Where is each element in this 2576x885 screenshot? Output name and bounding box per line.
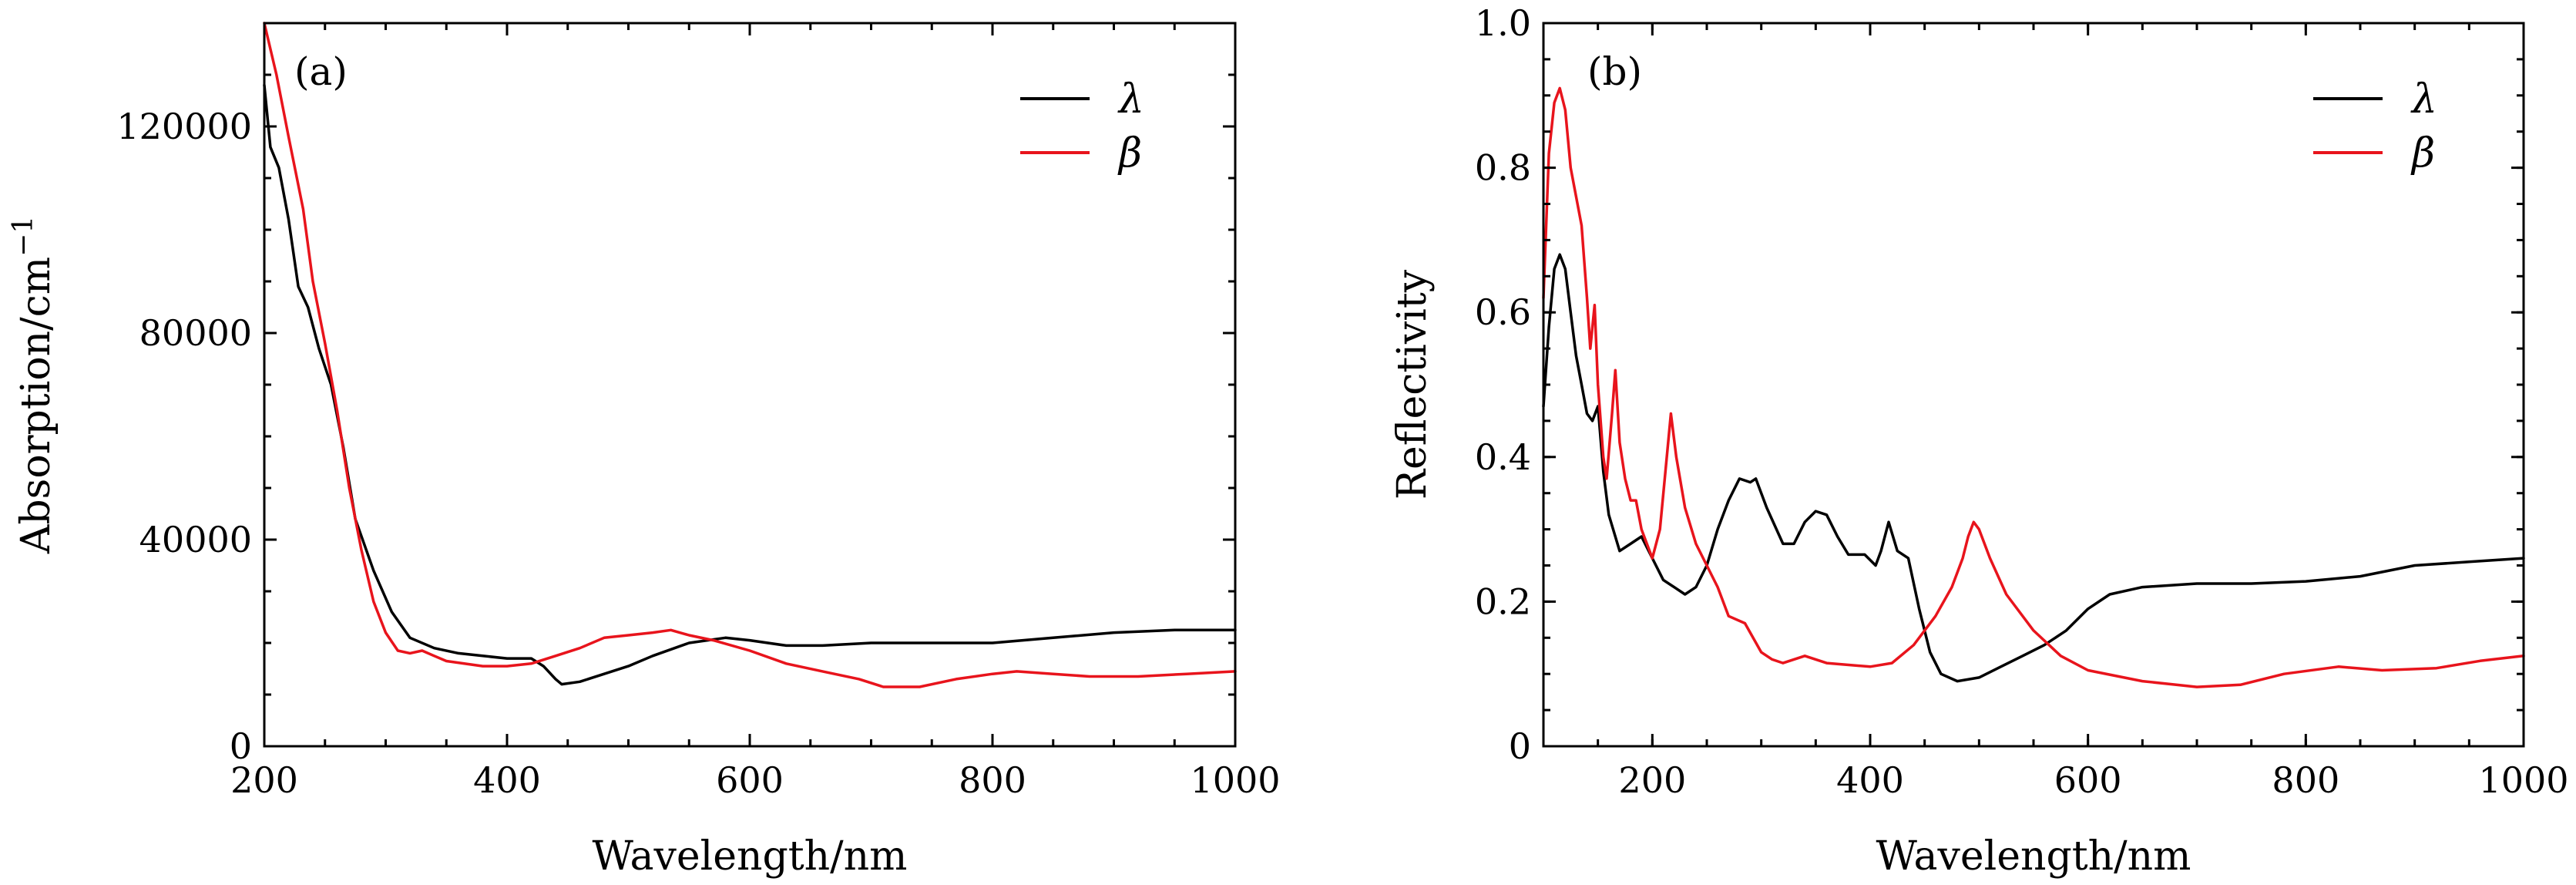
panel-a: 200 400 600 800 1000 0 40000 80000 120000 (a) λ … (8, 22, 1281, 880)
x-tick-label: 200 (230, 759, 298, 801)
x-tick-label: 1000 (1190, 759, 1280, 801)
series-line-beta (263, 22, 1237, 688)
ticks-layer: 200 400 600 800 1000 0 0.2 0.4 0.6 0.8 1.0 (1475, 2, 2569, 801)
series-line-lambda (1542, 253, 2525, 683)
series-line-lambda (263, 83, 1237, 686)
y-tick-label: 0.8 (1475, 147, 1531, 189)
x-tick-label: 600 (716, 759, 784, 801)
x-axis-title: Wavelength/nm (593, 833, 908, 880)
x-tick-label: 800 (2272, 759, 2339, 801)
series-layer (263, 22, 1237, 688)
y-tick-label: 0.6 (1475, 291, 1531, 333)
legend-label-lambda: λ (2410, 76, 2437, 123)
y-tick-label: 80000 (139, 312, 252, 354)
series-line-beta (1542, 86, 2525, 688)
x-tick-label: 200 (1618, 759, 1686, 801)
x-tick-label: 400 (473, 759, 541, 801)
plot-frame (1542, 22, 2525, 748)
legend-label-lambda: λ (1117, 76, 1144, 123)
x-tick-label: 800 (959, 759, 1026, 801)
y-tick-label: 40000 (139, 519, 252, 560)
x-axis-title: Wavelength/nm (1876, 833, 2191, 880)
panel-label: (a) (294, 49, 348, 94)
x-tick-label: 600 (2054, 759, 2122, 801)
x-tick-label: 400 (1836, 759, 1904, 801)
y-axis-title: Absorption/cm−1 (8, 216, 59, 554)
legend-label-beta: β (1117, 130, 1142, 177)
legend-label-beta: β (2410, 130, 2435, 177)
series-layer (1542, 86, 2525, 688)
x-tick-label: 1000 (2478, 759, 2568, 801)
panel-label: (b) (1587, 49, 1642, 94)
y-tick-label: 1.0 (1475, 2, 1531, 44)
y-tick-label: 0.2 (1475, 580, 1531, 622)
legend: λ β (2313, 76, 2437, 177)
y-axis-title-base: Absorption/cm (13, 257, 59, 554)
panel-b: 200 400 600 800 1000 0 0.2 0.4 0.6 0.8 1.0 (b) λ β… (1389, 2, 2569, 880)
y-axis-title: Reflectivity (1389, 269, 1436, 500)
legend: λ β (1020, 76, 1144, 177)
y-tick-label: 0.4 (1475, 436, 1531, 478)
y-tick-label: 0 (1509, 725, 1531, 767)
y-tick-label: 0 (230, 725, 252, 767)
ticks-layer: 200 400 600 800 1000 0 40000 80000 120000 (116, 22, 1281, 801)
y-axis-title-superscript: −1 (8, 216, 39, 257)
y-tick-label: 120000 (116, 106, 252, 147)
